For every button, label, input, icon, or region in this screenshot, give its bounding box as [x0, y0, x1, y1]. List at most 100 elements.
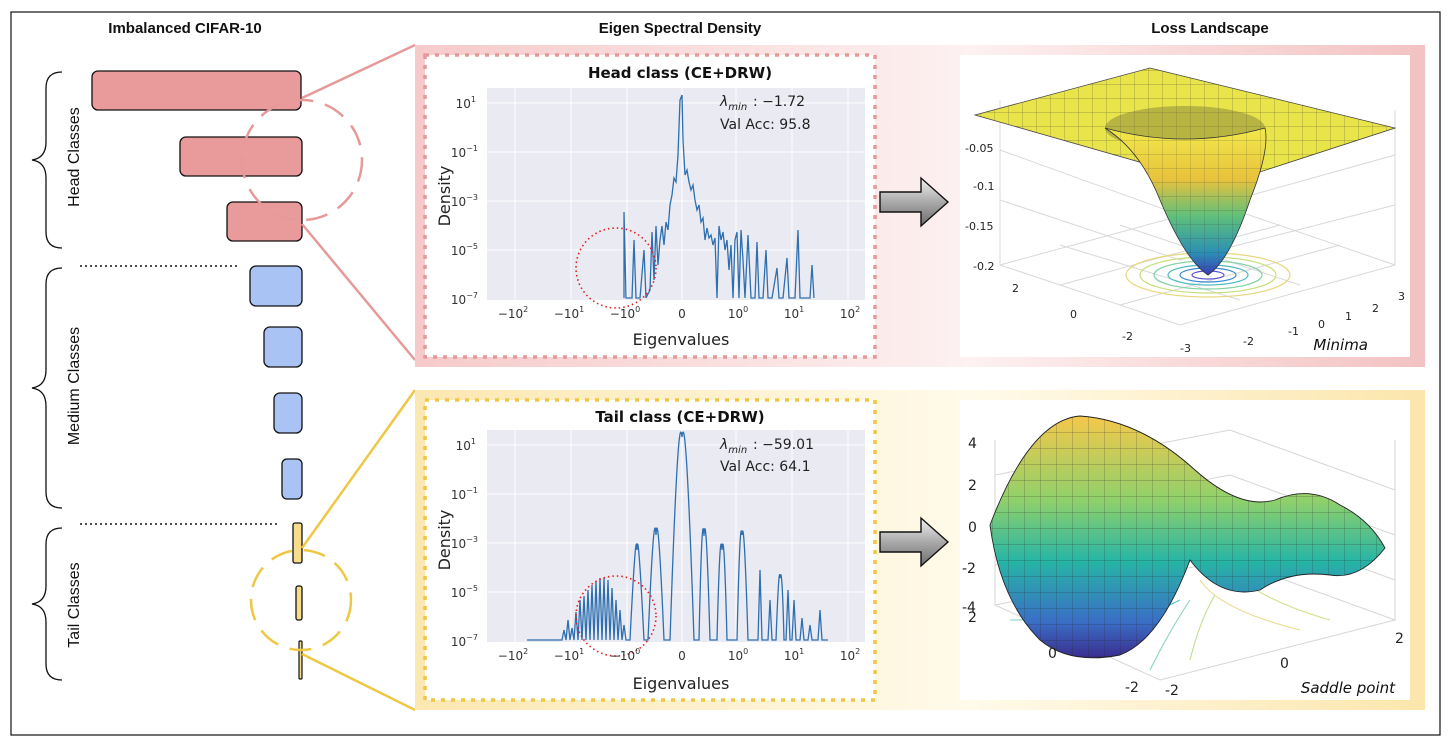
head-x-tick-3: −100 [610, 305, 640, 321]
class-bar-tail-1 [292, 522, 303, 564]
tail-landscape-label: Saddle point [1301, 679, 1396, 697]
head-landscape-ticks: -0.05 -0.1 -0.15 -0.2 2 0 -2 3 2 1 0 -1 … [965, 142, 1405, 355]
tail-z-tick-2: 2 [968, 478, 977, 494]
head-x-tick-5: 100 [728, 305, 748, 321]
head-highlight-circle [240, 98, 364, 222]
head-x-tick-1: −102 [498, 305, 528, 321]
tail-spectrum-title: Tail class (CE+DRW) [595, 408, 764, 426]
head-lambda-value: : −1.72 [753, 94, 805, 110]
tail-y-tick-1: 101 [456, 437, 476, 453]
head-y-tick-1: 3 [1398, 290, 1405, 303]
class-bar-tail-2 [295, 585, 303, 621]
tail-connector-top [300, 389, 417, 549]
head-plot-grid [487, 88, 865, 300]
tail-min-eigen-circle [575, 575, 657, 657]
class-bar-medium-1 [249, 265, 303, 307]
tail-x-ticks: −102 −101 −100 0 100 101 102 [498, 647, 860, 663]
tail-x-tick-1: −102 [498, 647, 528, 663]
tail-connector-bottom [301, 652, 416, 712]
head-landscape-label: Minima [1313, 336, 1368, 354]
head-y-tick-4: 0 [1318, 318, 1325, 331]
head-y-tick-4: 10−5 [451, 242, 478, 258]
class-bar-head-1 [91, 70, 302, 111]
head-y-tick-7: -3 [1180, 342, 1191, 355]
head-x-tick-2: 0 [1070, 308, 1077, 321]
head-y-tick-3: 1 [1345, 310, 1352, 323]
class-bar-medium-2 [263, 326, 303, 368]
head-connector-bottom [301, 223, 416, 361]
brace-head [31, 71, 63, 249]
head-z-tick-4: -0.2 [973, 260, 994, 273]
tail-z-tick-3: 0 [968, 520, 977, 536]
head-z-tick-1: -0.05 [965, 142, 993, 155]
head-x-tick-3: -2 [1122, 330, 1133, 343]
class-bar-medium-3 [273, 392, 303, 434]
head-y-ticks: 101 10−1 10−3 10−5 10−7 [451, 95, 478, 307]
head-x-tick-2: −101 [554, 305, 584, 321]
head-x-tick-4: 0 [678, 307, 686, 321]
head-surface-well-mesh [1105, 128, 1266, 275]
head-y-tick-3: 10−3 [451, 193, 478, 209]
head-y-tick-5: 10−7 [451, 291, 478, 307]
tail-y-tick-5: 10−7 [451, 633, 478, 649]
title-left: Imbalanced CIFAR-10 [108, 20, 262, 37]
class-bar-tail-3 [298, 640, 303, 680]
head-x-ticks: −102 −101 −100 0 100 101 102 [498, 305, 860, 321]
tail-y-tick-4: 10−5 [451, 584, 478, 600]
tail-z-tick-4: -2 [962, 561, 976, 577]
tail-y-tick-1: 2 [1395, 631, 1404, 647]
head-y-tick-1: 101 [456, 95, 476, 111]
head-connector-top [301, 43, 416, 100]
tail-x-tick-4: 0 [678, 649, 686, 663]
tail-y-ticks: 101 10−1 10−3 10−5 10−7 [451, 437, 478, 649]
tail-x-tick-3: −100 [610, 647, 640, 663]
head-z-tick-2: -0.1 [973, 180, 994, 193]
class-bar-head-3 [226, 201, 303, 242]
tail-landscape-ticks: 4 2 0 -2 -4 2 0 -2 2 0 -2 [962, 436, 1404, 699]
tail-x-axis-label: Eigenvalues [633, 674, 730, 693]
tail-surface-mesh [990, 416, 1385, 658]
tail-x-tick-5: 100 [728, 647, 748, 663]
tail-arrow-icon [879, 516, 950, 568]
tail-z-tick-5: -4 [962, 600, 976, 616]
head-spectrum-line [623, 94, 815, 299]
head-arrow-icon [879, 176, 950, 228]
head-z-tick-3: -0.15 [965, 220, 993, 233]
tail-y-tick-3: -2 [1165, 683, 1179, 699]
tail-z-tick-1: 4 [968, 436, 977, 452]
tail-highlight-circle [249, 548, 353, 652]
head-x-tick-7: 102 [840, 305, 860, 321]
head-landscape-axes [999, 100, 1396, 326]
tail-x-tick-1: 2 [968, 610, 977, 626]
title-right: Loss Landscape [1151, 20, 1269, 37]
tail-plot-area [487, 430, 865, 642]
tail-x-tick-7: 102 [840, 647, 860, 663]
head-y-axis-label: Density [435, 166, 454, 227]
head-y-tick-2: 10−1 [451, 144, 478, 160]
head-x-tick-6: 101 [784, 305, 804, 321]
brace-tail [31, 527, 63, 681]
figure-frame [10, 11, 1441, 736]
title-middle: Eigen Spectral Density [598, 20, 762, 37]
head-x-axis-label: Eigenvalues [633, 330, 730, 349]
tail-x-tick-2: −101 [554, 647, 584, 663]
head-y-tick-2: 2 [1372, 302, 1379, 315]
class-bar-medium-4 [281, 458, 303, 500]
head-plot-area [487, 88, 865, 300]
brace-medium [31, 267, 63, 509]
head-y-tick-5: -1 [1288, 325, 1299, 338]
tail-x-tick-3: -2 [1125, 680, 1139, 696]
head-y-tick-6: -2 [1243, 335, 1254, 348]
tail-val-acc: Val Acc: 64.1 [720, 459, 810, 475]
tail-spectrum-line [527, 431, 828, 641]
head-x-tick-1: 2 [1012, 282, 1019, 295]
tail-y-axis-label: Density [435, 510, 454, 571]
head-min-eigen-circle [575, 227, 657, 309]
tail-x-tick-6: 101 [784, 647, 804, 663]
tail-lambda-value: : −59.01 [753, 437, 814, 453]
head-val-acc: Val Acc: 95.8 [720, 117, 810, 133]
tail-y-tick-3: 10−3 [451, 535, 478, 551]
head-surface-plateau-mesh [975, 68, 1395, 185]
